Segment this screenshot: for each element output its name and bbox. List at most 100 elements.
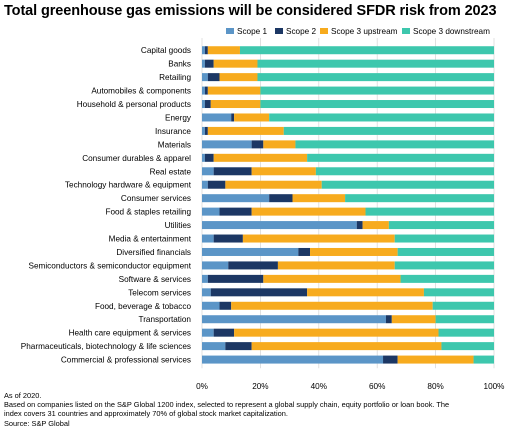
bar-segment: [292, 194, 346, 203]
bar-segment: [204, 46, 208, 55]
x-tick-label: 60%: [369, 382, 385, 391]
bar-segment: [204, 100, 211, 109]
bar-segment: [432, 301, 494, 310]
bars: [202, 46, 494, 364]
bar-segment: [219, 207, 252, 216]
bar-segment: [213, 328, 235, 337]
category-label: Pharmaceuticals, biotechnology & life sc…: [21, 342, 191, 351]
stacked-bar-chart: Scope 1 Scope 2 Scope 3 upstream Scope 3 do…: [21, 27, 505, 391]
bar-segment: [204, 86, 208, 95]
legend-swatch: [226, 28, 234, 34]
bar-segment: [207, 73, 220, 82]
bar-segment: [202, 301, 220, 310]
category-label: Commercial & professional services: [61, 356, 191, 365]
category-label: Software & services: [119, 275, 191, 284]
bar-segment: [242, 234, 395, 243]
bar-segment: [210, 100, 261, 109]
category-label: Consumer durables & apparel: [82, 154, 191, 163]
chart-title: Total greenhouse gas emissions will be c…: [4, 3, 497, 19]
bar-segment: [202, 46, 205, 55]
note-methodology: Based on companies listed on the S&P Glo…: [4, 400, 450, 410]
bar-segment: [394, 234, 494, 243]
bar-segment: [207, 180, 226, 189]
bar-segment: [385, 315, 392, 324]
category-labels: Capital goods Banks Retailing Automobiles &…: [21, 46, 192, 364]
x-tick-label: 40%: [311, 382, 327, 391]
bar-segment: [207, 274, 264, 283]
bar-segment: [397, 355, 474, 364]
category-label: Automobiles & components: [91, 87, 191, 96]
category-label: Household & personal products: [77, 100, 191, 109]
category-label: Retailing: [159, 73, 191, 82]
category-label: Capital goods: [141, 46, 191, 55]
bar-segment: [260, 86, 494, 95]
bar-segment: [383, 355, 398, 364]
bar-segment: [202, 247, 299, 256]
bar-segment: [225, 342, 252, 351]
bar-segment: [202, 126, 205, 135]
bar-segment: [257, 59, 494, 68]
chart-legend: Scope 1 Scope 2 Scope 3 upstream Scope 3 do…: [226, 27, 490, 36]
grid-lines: [201, 38, 495, 369]
legend-label: Scope 1: [237, 27, 267, 36]
category-label: Food & staples retailing: [105, 208, 191, 217]
bar-segment: [397, 247, 494, 256]
category-label: Consumer services: [121, 194, 191, 203]
bar-segment: [231, 113, 235, 122]
bar-segment: [231, 301, 433, 310]
bar-segment: [251, 167, 316, 176]
bar-segment: [321, 180, 494, 189]
x-tick-label: 20%: [252, 382, 268, 391]
legend-label: Scope 3 upstream: [331, 27, 398, 36]
note-source: Source: S&P Global: [4, 418, 70, 428]
x-tick-label: 0%: [196, 382, 208, 391]
bar-segment: [202, 86, 205, 95]
bar-segment: [202, 100, 205, 109]
bar-segment: [228, 261, 278, 270]
note-coverage: index covers 31 countries and approximat…: [4, 409, 288, 419]
bar-segment: [362, 221, 389, 230]
bar-segment: [295, 140, 494, 149]
bar-segment: [263, 274, 401, 283]
bar-segment: [441, 342, 494, 351]
x-tick-label: 80%: [427, 382, 443, 391]
bar-segment: [202, 315, 386, 324]
bar-segment: [202, 140, 252, 149]
bar-segment: [202, 73, 208, 82]
bar-segment: [307, 153, 494, 162]
category-label: Diversified financials: [116, 248, 191, 257]
bar-segment: [251, 342, 442, 351]
bar-segment: [204, 153, 214, 162]
bar-segment: [283, 126, 494, 135]
bar-segment: [202, 207, 220, 216]
category-label: Media & entertainment: [109, 235, 192, 244]
category-label: Utilities: [165, 221, 191, 230]
bar-segment: [202, 355, 384, 364]
bar-segment: [310, 247, 398, 256]
bar-segment: [388, 221, 494, 230]
bar-segment: [210, 288, 308, 297]
category-label: Banks: [168, 60, 191, 69]
bar-segment: [202, 221, 357, 230]
bar-segment: [365, 207, 494, 216]
category-label: Telecom services: [128, 288, 191, 297]
bar-segment: [234, 113, 270, 122]
bar-segment: [473, 355, 494, 364]
bar-segment: [202, 167, 214, 176]
legend-label: Scope 3 downstream: [413, 27, 490, 36]
category-label: Food, beverage & tobacco: [95, 302, 191, 311]
bar-segment: [423, 288, 494, 297]
category-label: Transportation: [139, 315, 192, 324]
bar-segment: [219, 73, 258, 82]
bar-segment: [257, 73, 494, 82]
bar-segment: [435, 315, 494, 324]
bar-segment: [213, 167, 252, 176]
category-label: Energy: [165, 113, 192, 122]
bar-segment: [202, 153, 205, 162]
bar-segment: [239, 46, 494, 55]
bar-segment: [438, 328, 494, 337]
bar-segment: [202, 180, 208, 189]
bar-segment: [213, 153, 308, 162]
category-label: Technology hardware & equipment: [65, 181, 192, 190]
legend-swatch: [320, 28, 328, 34]
